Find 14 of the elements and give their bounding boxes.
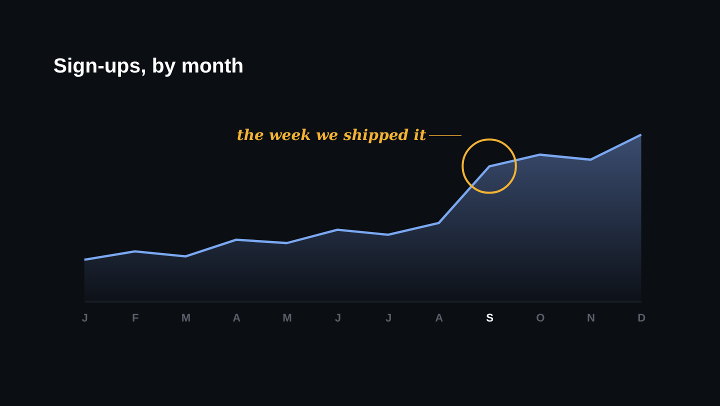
annotation: the week we shipped it	[236, 127, 426, 144]
x-tick-label: J	[385, 312, 392, 324]
x-tick-label: A	[435, 312, 444, 324]
x-tick-label: J	[82, 312, 88, 324]
x-tick-label: F	[132, 312, 140, 324]
x-tick-label: M	[181, 312, 191, 324]
x-tick-label: N	[587, 312, 596, 324]
x-tick-label: A	[232, 312, 241, 324]
x-tick-label: O	[536, 312, 546, 324]
x-tick-label: M	[282, 312, 292, 324]
x-tick-label: S	[486, 312, 494, 324]
chart-title: Sign-ups, by month	[53, 56, 244, 78]
x-tick-label: J	[334, 312, 342, 324]
x-tick-label: D	[638, 312, 646, 324]
